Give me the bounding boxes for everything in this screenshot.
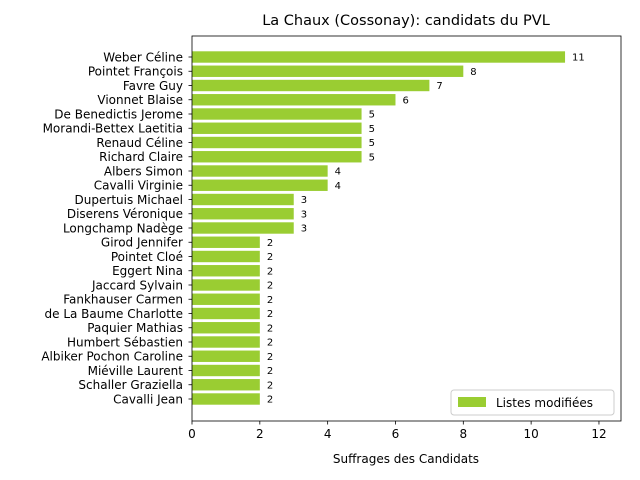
legend-box — [450, 389, 615, 416]
y-tick-label: Albiker Pochon Caroline — [41, 350, 183, 364]
y-tick-label: Longchamp Nadège — [63, 221, 183, 235]
y-tick-label: Diserens Véronique — [67, 207, 183, 221]
x-tick-label: 4 — [324, 427, 332, 441]
y-tick-label: Girod Jennifer — [101, 236, 183, 250]
y-tick-label: Weber Céline — [103, 50, 183, 64]
bar-value-label: 5 — [369, 124, 375, 135]
bar — [192, 393, 260, 405]
y-tick-label: Jaccard Sylvain — [91, 278, 183, 292]
bar — [192, 122, 362, 134]
y-tick-label: Pointet Cloé — [111, 250, 183, 264]
y-tick-label: Richard Claire — [99, 150, 183, 164]
bar-value-label: 5 — [369, 138, 375, 149]
axes-layer — [188, 35, 622, 425]
bar — [192, 250, 260, 263]
bar-value-label: 7 — [436, 81, 442, 92]
bar — [192, 336, 260, 348]
bar — [192, 136, 362, 149]
labels-layer: 11 Weber Céline 8 Pointet François 7 Favre Gu… — [41, 50, 606, 441]
bar-value-label: 2 — [267, 395, 273, 406]
bar — [192, 293, 260, 305]
y-tick-label: Eggert Nina — [112, 264, 183, 278]
bar — [192, 236, 260, 248]
bar-value-label: 11 — [572, 53, 585, 64]
bar-value-label: 3 — [301, 224, 307, 235]
bar — [192, 94, 396, 106]
bar-value-label: 3 — [301, 209, 307, 220]
bar-value-label: 4 — [335, 181, 341, 192]
bar-value-label: 5 — [369, 152, 375, 163]
y-tick-label: Renaud Céline — [96, 136, 183, 150]
bar — [192, 193, 294, 206]
bar — [192, 79, 430, 92]
bar-value-label: 2 — [267, 309, 273, 320]
y-tick-label: Morandi-Bettex Laetitia — [43, 122, 183, 136]
y-tick-label: de La Baume Charlotte — [45, 307, 184, 321]
y-tick-label: De Benedictis Jerome — [54, 107, 183, 121]
bar-value-label: 6 — [402, 95, 408, 106]
bar — [192, 265, 260, 277]
y-tick-label: Favre Guy — [123, 79, 183, 93]
bar — [192, 208, 294, 220]
bar-value-label: 8 — [470, 67, 476, 78]
bar-value-label: 2 — [267, 323, 273, 334]
plot-frame — [191, 35, 622, 422]
bar — [192, 279, 260, 291]
x-tick-label: 6 — [392, 427, 400, 441]
bar — [192, 307, 260, 320]
y-tick-label: Paquier Mathias — [87, 321, 183, 335]
bar — [192, 65, 464, 77]
bar-value-label: 2 — [267, 295, 273, 306]
bar-value-label: 2 — [267, 366, 273, 377]
bar — [192, 379, 260, 391]
bar — [192, 222, 294, 234]
bar-value-label: 2 — [267, 352, 273, 363]
y-tick-label: Pointet François — [88, 65, 183, 79]
x-tick-label: 8 — [459, 427, 467, 441]
bar-value-label: 2 — [267, 252, 273, 263]
x-tick-label: 0 — [188, 427, 196, 441]
chart-title: La Chaux (Cossonay): candidats du PVL — [262, 13, 550, 29]
legend: Listes modifiées — [450, 389, 615, 416]
bar — [192, 108, 362, 120]
x-axis-title: Suffrages des Candidats — [333, 452, 479, 466]
bar — [192, 364, 260, 377]
y-tick-label: Vionnet Blaise — [97, 93, 183, 107]
y-tick-label: Cavalli Virginie — [94, 179, 183, 193]
bar — [192, 51, 566, 63]
x-tick-label: 10 — [523, 427, 538, 441]
bar-value-label: 5 — [369, 110, 375, 121]
bar-value-label: 2 — [267, 338, 273, 349]
y-tick-label: Fankhauser Carmen — [63, 293, 183, 307]
bars-layer — [192, 51, 566, 405]
bar-value-label: 2 — [267, 281, 273, 292]
y-tick-label: Schaller Graziella — [78, 378, 183, 392]
y-tick-label: Albers Simon — [104, 164, 183, 178]
bar — [192, 350, 260, 362]
bar-value-label: 2 — [267, 266, 273, 277]
x-tick-label: 12 — [591, 427, 606, 441]
bar — [192, 322, 260, 334]
legend-swatch — [458, 397, 486, 407]
y-tick-label: Humbert Sébastien — [67, 335, 183, 349]
y-tick-label: Dupertuis Michael — [75, 193, 183, 207]
bar — [192, 179, 328, 191]
bar — [192, 151, 362, 163]
bar-value-label: 2 — [267, 380, 273, 391]
bar — [192, 165, 328, 177]
legend-label: Listes modifiées — [496, 396, 593, 410]
y-tick-label: Cavalli Jean — [113, 392, 183, 406]
y-tick-label: Miéville Laurent — [88, 364, 184, 378]
bar-value-label: 2 — [267, 238, 273, 249]
bar-value-label: 4 — [335, 167, 341, 178]
bar-value-label: 3 — [301, 195, 307, 206]
x-tick-label: 2 — [256, 427, 264, 441]
